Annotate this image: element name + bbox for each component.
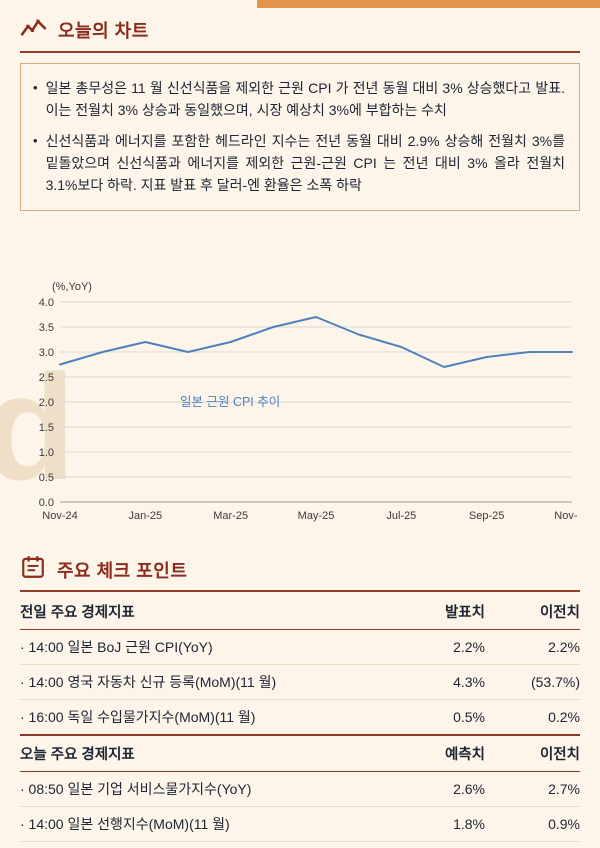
indicator-previous: 224K <box>485 841 580 848</box>
indicator-label: · 16:00 독일 수입물가지수(MoM)(11 월) <box>20 699 367 736</box>
indicator-previous: 2.7% <box>485 771 580 807</box>
indicator-previous: 0.2% <box>485 699 580 736</box>
svg-text:0.0: 0.0 <box>39 497 54 509</box>
indicator-forecast: 2.6% <box>367 771 485 807</box>
svg-text:2.5: 2.5 <box>39 372 54 384</box>
indicator-label: · 22:30 미국 신규 실업수당청구건수 <box>20 841 367 848</box>
top-accent-bar <box>257 0 600 8</box>
table-header-row: 전일 주요 경제지표 발표치 이전치 <box>20 594 580 630</box>
line-chart-icon <box>20 14 47 46</box>
indicator-previous: 0.9% <box>485 806 580 842</box>
svg-text:Mar-25: Mar-25 <box>213 510 248 522</box>
svg-text:May-25: May-25 <box>298 510 335 522</box>
indicator-label: · 14:00 일본 선행지수(MoM)(11 월) <box>20 806 367 842</box>
svg-text:일본 근원 CPI 추이: 일본 근원 CPI 추이 <box>180 395 280 409</box>
indicator-label: · 14:00 영국 자동차 신규 등록(MoM)(11 월) <box>20 664 367 700</box>
indicator-actual: 0.5% <box>367 699 485 736</box>
column-header-forecast: 예측치 <box>367 735 485 772</box>
indicator-actual: 2.2% <box>367 629 485 665</box>
table-row: · 14:00 일본 선행지수(MoM)(11 월) 1.8% 0.9% <box>20 806 580 842</box>
cpi-chart-svg: 0.0 0.5 1.0 1.5 2.0 2.5 3.0 3.5 4.0 Nov-24 Jan-25 M… <box>39 281 590 522</box>
indicator-label: · 08:50 일본 기업 서비스물가지수(YoY) <box>20 771 367 807</box>
table-row: · 08:50 일본 기업 서비스물가지수(YoY) 2.6% 2.7% <box>20 771 580 807</box>
summary-box: • 일본 총무성은 11 월 신선식품을 제외한 근원 CPI 가 전년 동월 … <box>20 63 580 211</box>
bullet-text: 일본 총무성은 11 월 신선식품을 제외한 근원 CPI 가 전년 동월 대비… <box>45 80 565 119</box>
bullet-marker: • <box>33 80 38 95</box>
indicator-forecast: 1.8% <box>367 806 485 842</box>
check-section-header: 주요 체크 포인트 <box>20 554 187 585</box>
table-row: · 22:30 미국 신규 실업수당청구건수 220K 224K <box>20 841 580 848</box>
econ-indicator-table: 전일 주요 경제지표 발표치 이전치 · 14:00 일본 BoJ 근원 CPI… <box>20 594 580 848</box>
svg-text:4.0: 4.0 <box>39 297 54 309</box>
svg-text:(%,YoY): (%,YoY) <box>52 281 92 293</box>
check-section-title: 주요 체크 포인트 <box>57 560 188 581</box>
indicator-previous: 2.2% <box>485 629 580 665</box>
table-header-row: 오늘 주요 경제지표 예측치 이전치 <box>20 735 580 772</box>
svg-text:1.0: 1.0 <box>39 447 54 459</box>
table-row: · 16:00 독일 수입물가지수(MoM)(11 월) 0.5% 0.2% <box>20 699 580 736</box>
section-divider <box>20 51 580 53</box>
svg-text:Sep-25: Sep-25 <box>469 510 504 522</box>
svg-text:Nov-25: Nov-25 <box>554 510 578 522</box>
bullet-marker: • <box>33 133 38 149</box>
cpi-trend-chart: 0.0 0.5 1.0 1.5 2.0 2.5 3.0 3.5 4.0 Nov-24 Jan-25 M… <box>22 278 590 530</box>
table-row: · 14:00 영국 자동차 신규 등록(MoM)(11 월) 4.3% (53… <box>20 664 580 700</box>
table-group-title: 전일 주요 경제지표 <box>20 594 367 630</box>
svg-text:Nov-24: Nov-24 <box>42 510 77 522</box>
indicator-actual: 4.3% <box>367 664 485 700</box>
column-header-previous: 이전치 <box>485 594 580 630</box>
svg-text:2.0: 2.0 <box>39 397 54 409</box>
svg-text:Jan-25: Jan-25 <box>129 510 163 522</box>
bullet-item: • 일본 총무성은 11 월 신선식품을 제외한 근원 CPI 가 전년 동월 … <box>33 77 565 121</box>
bullet-item: • 신선식품과 에너지를 포함한 헤드라인 지수는 전년 동월 대비 2.9% … <box>33 130 565 196</box>
column-header-previous: 이전치 <box>485 735 580 772</box>
calendar-icon <box>20 554 46 585</box>
indicator-label: · 14:00 일본 BoJ 근원 CPI(YoY) <box>20 629 367 665</box>
svg-text:0.5: 0.5 <box>39 472 54 484</box>
svg-text:Jul-25: Jul-25 <box>386 510 416 522</box>
svg-text:3.0: 3.0 <box>39 347 54 359</box>
table-group-title: 오늘 주요 경제지표 <box>20 735 367 772</box>
indicator-previous: (53.7%) <box>485 664 580 700</box>
section-divider <box>20 590 580 592</box>
indicator-forecast: 220K <box>367 841 485 848</box>
column-header-actual: 발표치 <box>367 594 485 630</box>
chart-section-header: 오늘의 차트 <box>20 14 149 46</box>
chart-section-title: 오늘의 차트 <box>58 21 149 41</box>
bullet-text: 신선식품과 에너지를 포함한 헤드라인 지수는 전년 동월 대비 2.9% 상승… <box>45 133 565 194</box>
table-row: · 14:00 일본 BoJ 근원 CPI(YoY) 2.2% 2.2% <box>20 629 580 665</box>
svg-text:1.5: 1.5 <box>39 422 54 434</box>
svg-text:3.5: 3.5 <box>39 322 54 334</box>
